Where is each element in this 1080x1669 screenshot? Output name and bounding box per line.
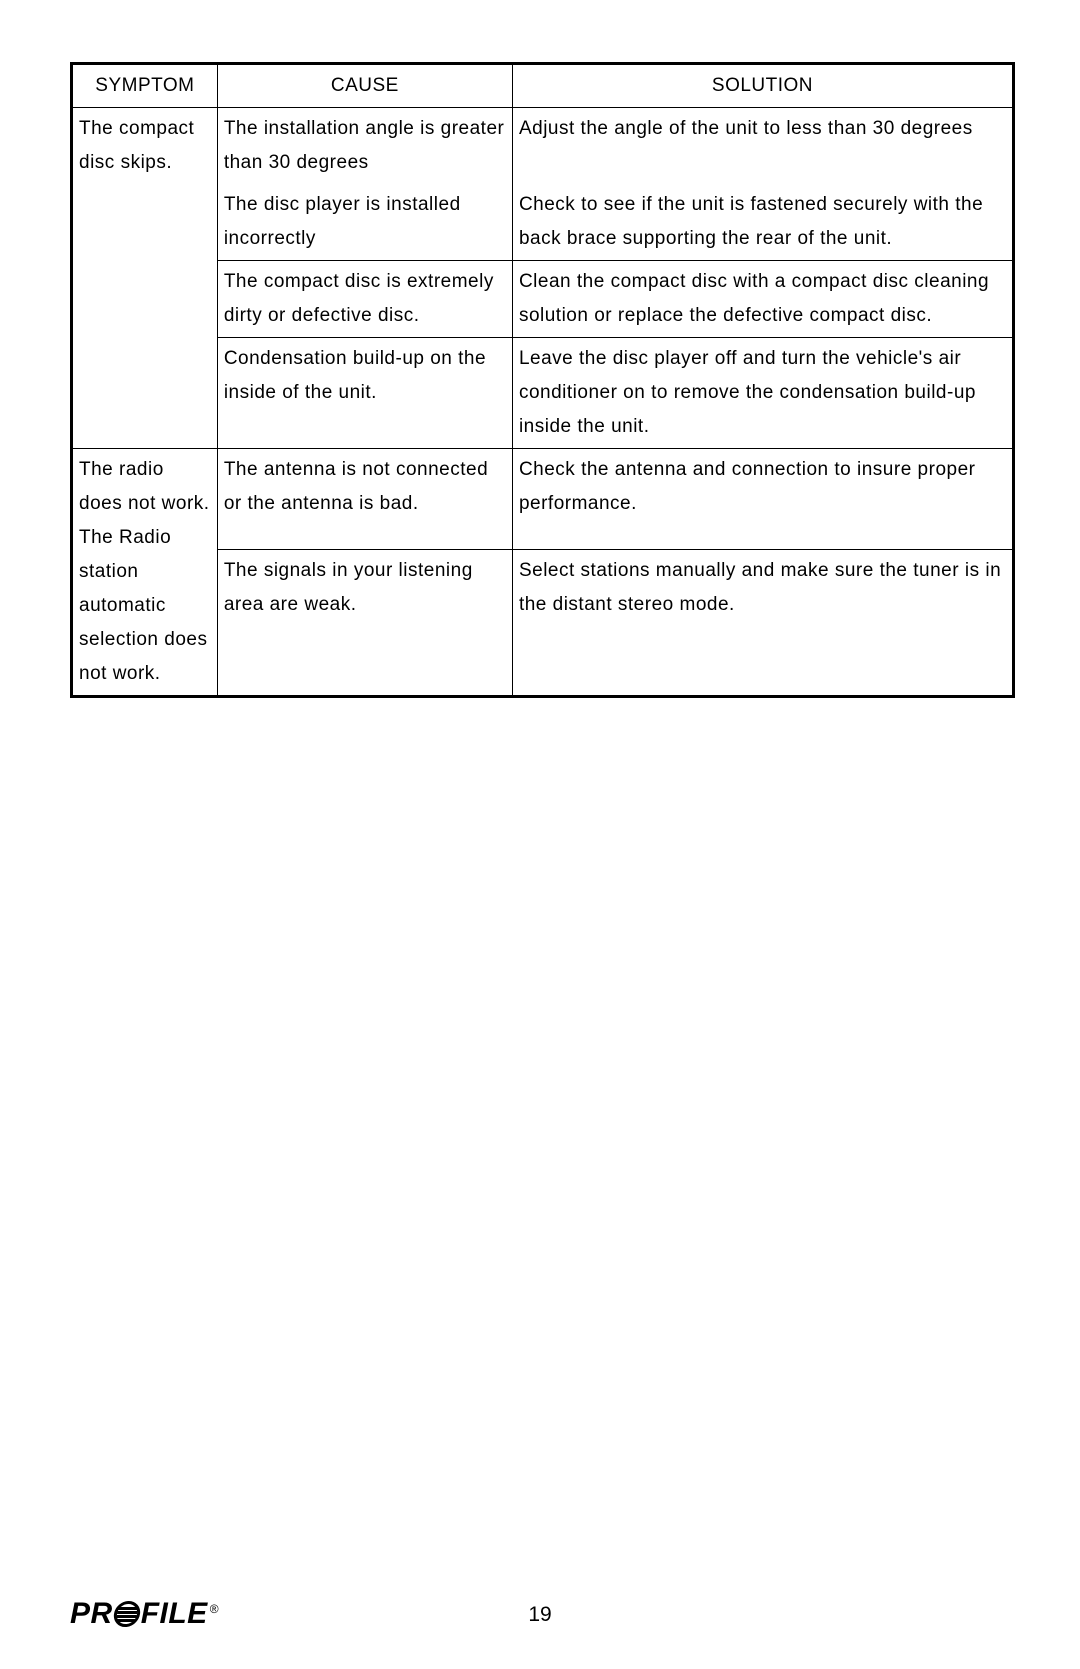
table-header-row: SYMPTOM CAUSE SOLUTION <box>72 64 1014 108</box>
cause-cell: The disc player is installed incorrectly <box>217 184 512 261</box>
cause-cell: The installation angle is greater than 3… <box>217 108 512 185</box>
symptom-cell: The compact disc skips. <box>72 108 218 449</box>
solution-cell: Leave the disc player off and turn the v… <box>512 338 1013 449</box>
solution-cell: Check to see if the unit is fastened sec… <box>512 184 1013 261</box>
page-footer: PR FILE ® 19 <box>0 1587 1080 1627</box>
solution-cell: Adjust the angle of the unit to less tha… <box>512 108 1013 185</box>
header-solution: SOLUTION <box>512 64 1013 108</box>
cause-cell: Condensation build-up on the inside of t… <box>217 338 512 449</box>
table-row: The compact disc skips. The installation… <box>72 108 1014 185</box>
symptom-cell: The radio does not work. The Radio stati… <box>72 449 218 697</box>
page-number: 19 <box>0 1603 1080 1627</box>
header-symptom: SYMPTOM <box>72 64 218 108</box>
header-cause: CAUSE <box>217 64 512 108</box>
cause-cell: The compact disc is extremely dirty or d… <box>217 261 512 338</box>
troubleshooting-table: SYMPTOM CAUSE SOLUTION The compact disc … <box>70 62 1015 698</box>
solution-cell: Select stations manually and make sure t… <box>512 550 1013 697</box>
table-row: The radio does not work. The Radio stati… <box>72 449 1014 550</box>
solution-cell: Clean the compact disc with a compact di… <box>512 261 1013 338</box>
solution-cell: Check the antenna and connection to insu… <box>512 449 1013 550</box>
cause-cell: The signals in your listening area are w… <box>217 550 512 697</box>
page: SYMPTOM CAUSE SOLUTION The compact disc … <box>0 0 1080 1669</box>
cause-cell: The antenna is not connected or the ante… <box>217 449 512 550</box>
